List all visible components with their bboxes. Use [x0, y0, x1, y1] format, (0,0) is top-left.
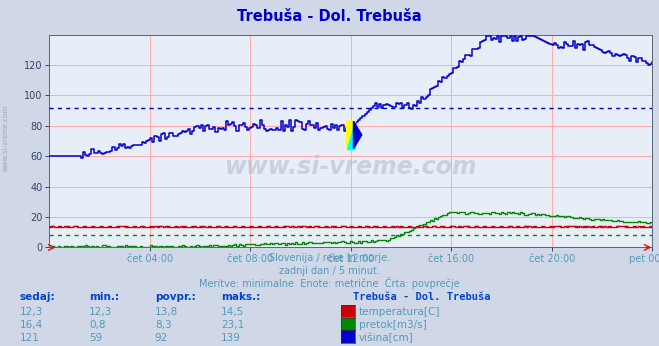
Text: 92: 92: [155, 333, 168, 343]
Text: zadnji dan / 5 minut.: zadnji dan / 5 minut.: [279, 266, 380, 276]
Text: 16,4: 16,4: [20, 320, 43, 330]
Text: maks.:: maks.:: [221, 292, 260, 302]
Text: Trebuša - Dol. Trebuša: Trebuša - Dol. Trebuša: [353, 292, 490, 302]
Text: www.si-vreme.com: www.si-vreme.com: [2, 105, 9, 172]
Polygon shape: [347, 121, 355, 148]
Text: 23,1: 23,1: [221, 320, 244, 330]
Polygon shape: [353, 121, 362, 148]
Text: 14,5: 14,5: [221, 307, 244, 317]
Text: 12,3: 12,3: [89, 307, 112, 317]
Polygon shape: [347, 121, 355, 148]
Text: 59: 59: [89, 333, 102, 343]
Text: 12,3: 12,3: [20, 307, 43, 317]
Text: pretok[m3/s]: pretok[m3/s]: [359, 320, 427, 330]
Text: Trebuša - Dol. Trebuša: Trebuša - Dol. Trebuša: [237, 9, 422, 24]
Text: 8,3: 8,3: [155, 320, 171, 330]
Text: Slovenija / reke in morje.: Slovenija / reke in morje.: [269, 253, 390, 263]
Text: min.:: min.:: [89, 292, 119, 302]
Text: Meritve: minimalne  Enote: metrične  Črta: povprečje: Meritve: minimalne Enote: metrične Črta:…: [199, 277, 460, 290]
Text: 139: 139: [221, 333, 241, 343]
Text: 13,8: 13,8: [155, 307, 178, 317]
Text: www.si-vreme.com: www.si-vreme.com: [225, 155, 477, 179]
Text: 0,8: 0,8: [89, 320, 105, 330]
Text: sedaj:: sedaj:: [20, 292, 55, 302]
Text: temperatura[C]: temperatura[C]: [359, 307, 441, 317]
Text: višina[cm]: višina[cm]: [359, 333, 414, 343]
Text: povpr.:: povpr.:: [155, 292, 196, 302]
Text: 121: 121: [20, 333, 40, 343]
